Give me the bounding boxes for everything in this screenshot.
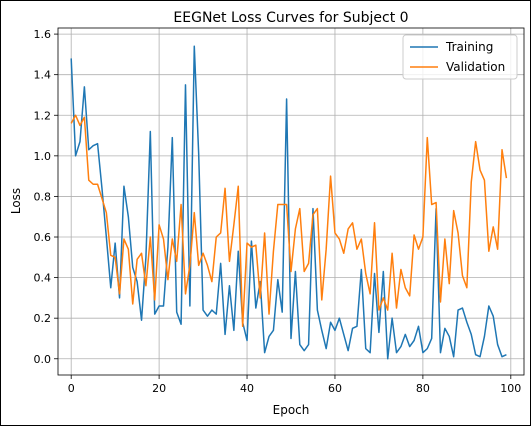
validation-series-line: [70, 114, 508, 328]
legend: Training Validation: [402, 34, 518, 80]
y-tick-label: 1.0: [34, 150, 52, 163]
x-tick-label: 100: [500, 382, 521, 395]
y-tick-label: 0.6: [34, 231, 52, 244]
x-tick-label: 40: [240, 382, 254, 395]
legend-training-label: Training: [445, 40, 493, 54]
y-tick-label: 1.2: [34, 109, 52, 122]
x-axis-label: Epoch: [273, 403, 310, 417]
x-tick-label: 20: [152, 382, 166, 395]
legend-box: [402, 34, 518, 80]
y-axis-ticks: 0.0 0.2 0.4 0.6 0.8 1.0 1.2 1.4 1.6: [34, 28, 58, 366]
x-tick-label: 60: [328, 382, 342, 395]
training-series-line: [70, 45, 507, 360]
x-tick-label: 80: [416, 382, 430, 395]
y-tick-label: 0.0: [34, 353, 52, 366]
y-tick-label: 0.8: [34, 190, 52, 203]
y-tick-label: 0.4: [34, 272, 52, 285]
x-axis-ticks: 0 20 40 60 80 100: [68, 375, 521, 395]
y-tick-label: 1.6: [34, 28, 52, 41]
x-tick-label: 0: [68, 382, 75, 395]
chart-title: EEGNet Loss Curves for Subject 0: [173, 10, 408, 26]
series-lines: [70, 45, 508, 360]
y-tick-label: 0.2: [34, 312, 52, 325]
y-tick-label: 1.4: [34, 69, 52, 82]
plot-area-border: [57, 27, 525, 376]
legend-validation-label: Validation: [446, 60, 505, 74]
y-axis-label: Loss: [9, 188, 23, 214]
